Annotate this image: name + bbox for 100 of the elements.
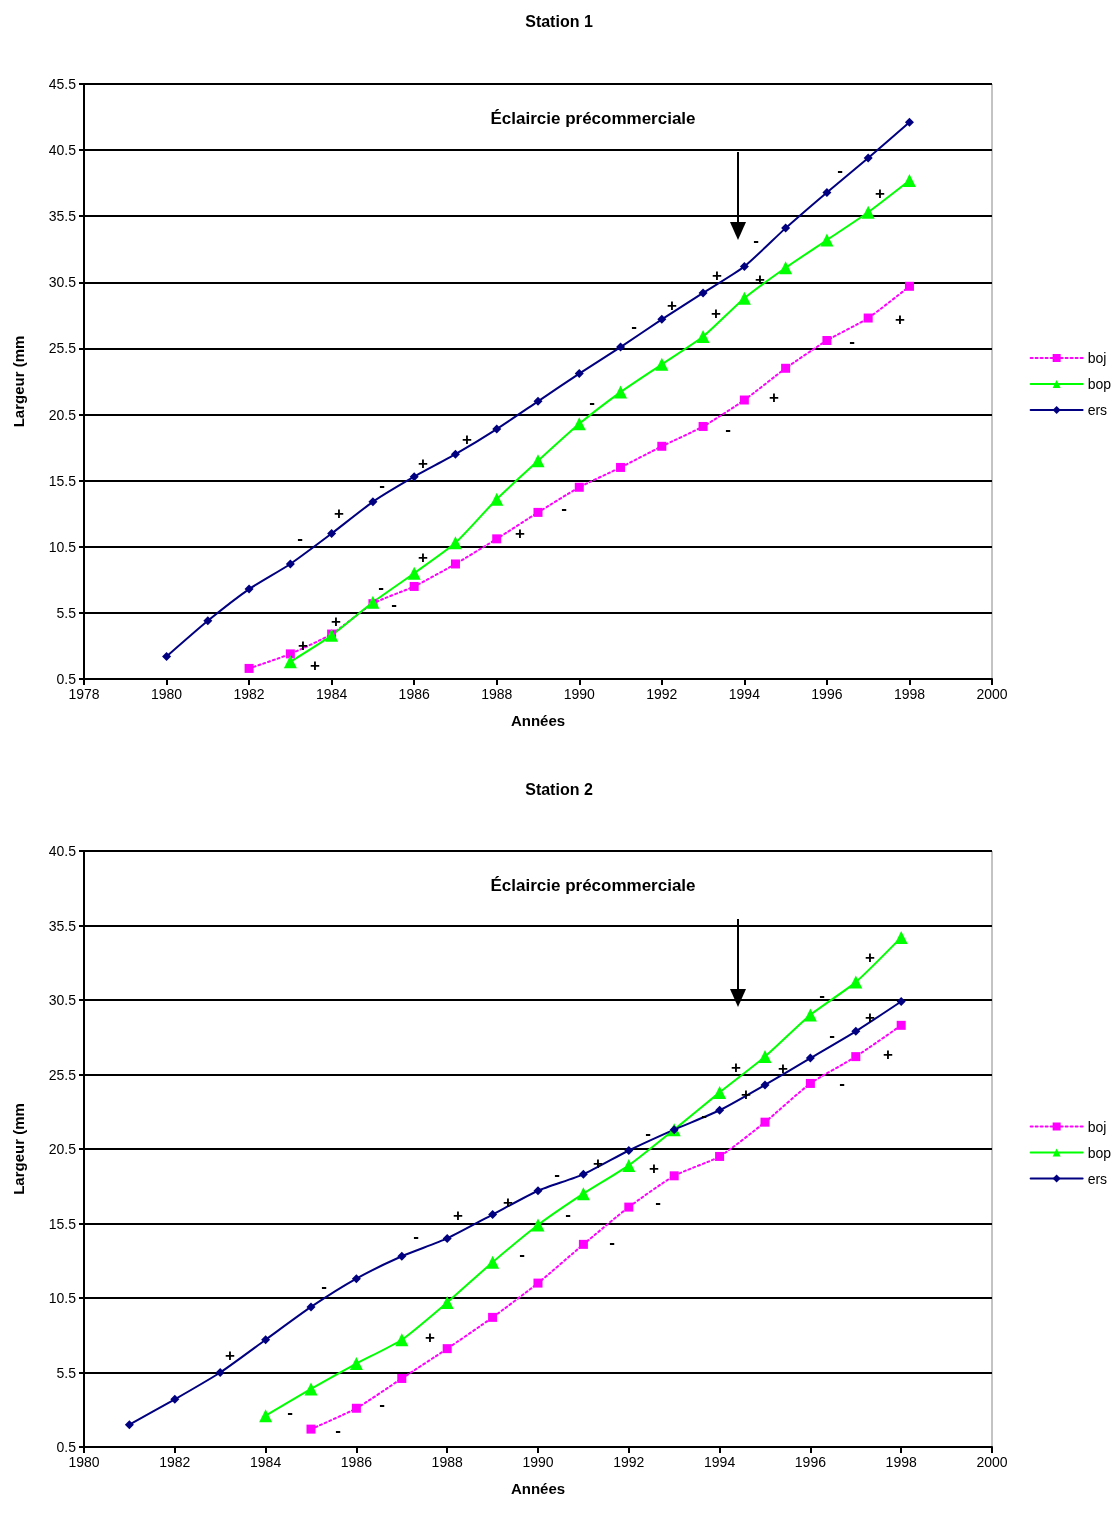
annotation: + bbox=[462, 429, 473, 449]
annotation: - bbox=[335, 1420, 341, 1440]
y-tick-label: 40.5 bbox=[48, 142, 77, 159]
annotation: - bbox=[287, 1402, 293, 1422]
point bbox=[739, 395, 749, 405]
point bbox=[533, 396, 543, 406]
legend-label: bop bbox=[1087, 376, 1112, 392]
point bbox=[803, 1008, 817, 1022]
y-tick-label: 30.5 bbox=[48, 992, 77, 1008]
x-tick-label: 1994 bbox=[728, 686, 761, 702]
annotation: - bbox=[297, 528, 303, 548]
y-tick-label: 25.5 bbox=[48, 340, 77, 357]
point bbox=[492, 534, 502, 544]
point bbox=[715, 1151, 725, 1161]
annotation: - bbox=[554, 1164, 560, 1184]
point bbox=[397, 1373, 407, 1383]
x-tick-label: 1986 bbox=[398, 686, 430, 702]
y-tick-label: 0.5 bbox=[56, 671, 77, 687]
point bbox=[486, 1255, 500, 1269]
point bbox=[624, 1145, 634, 1155]
point bbox=[533, 507, 543, 517]
point bbox=[861, 205, 875, 219]
point bbox=[851, 1052, 861, 1062]
point bbox=[490, 492, 504, 506]
y-axis-title: Largeur (mm bbox=[10, 1103, 27, 1195]
point bbox=[283, 655, 297, 669]
point bbox=[805, 1078, 815, 1088]
point bbox=[657, 314, 667, 324]
point bbox=[578, 1239, 588, 1249]
point bbox=[739, 261, 749, 271]
x-tick-label: 1984 bbox=[250, 1454, 282, 1470]
point bbox=[488, 1312, 498, 1322]
point bbox=[259, 1409, 273, 1423]
point bbox=[349, 1357, 363, 1371]
point bbox=[851, 1026, 861, 1036]
annotation: + bbox=[895, 309, 906, 329]
y-tick-label: 30.5 bbox=[48, 274, 77, 291]
annotation: + bbox=[649, 1158, 660, 1178]
point bbox=[715, 1105, 725, 1115]
point bbox=[737, 291, 751, 305]
annotation: + bbox=[331, 611, 342, 631]
point bbox=[244, 663, 254, 673]
annotation: + bbox=[334, 503, 345, 523]
point bbox=[669, 1171, 679, 1181]
annotation: - bbox=[849, 331, 855, 351]
annotation: - bbox=[701, 1105, 707, 1125]
annotation: + bbox=[731, 1057, 742, 1077]
x-tick-label: 1978 bbox=[68, 686, 100, 702]
annotation: - bbox=[413, 1226, 419, 1246]
point bbox=[624, 1202, 634, 1212]
x-tick-label: 1988 bbox=[481, 686, 513, 702]
y-tick-label: 20.5 bbox=[48, 406, 77, 423]
x-tick-label: 1988 bbox=[431, 1454, 463, 1470]
point bbox=[614, 385, 628, 399]
annotation: - bbox=[609, 1232, 615, 1252]
point bbox=[622, 1158, 636, 1172]
y-tick-label: 35.5 bbox=[48, 917, 77, 934]
point bbox=[758, 1050, 772, 1064]
annotation: - bbox=[378, 577, 384, 597]
y-tick-label: 15.5 bbox=[48, 472, 77, 489]
x-tick-label: 1990 bbox=[563, 686, 596, 702]
annotation: - bbox=[725, 419, 731, 439]
point bbox=[215, 1368, 225, 1377]
x-tick-label: 1998 bbox=[885, 1454, 917, 1470]
point bbox=[450, 559, 460, 569]
annotation: - bbox=[379, 475, 385, 495]
legend-label: ers bbox=[1087, 402, 1108, 418]
point bbox=[863, 153, 873, 163]
y-tick-label: 15.5 bbox=[48, 1215, 77, 1232]
point bbox=[440, 1295, 454, 1309]
legend-label: bop bbox=[1087, 1144, 1112, 1161]
point bbox=[531, 454, 545, 468]
point bbox=[904, 117, 914, 127]
point bbox=[533, 1278, 543, 1288]
point bbox=[306, 1302, 316, 1312]
point bbox=[533, 1186, 543, 1196]
chart-title: Station 1 bbox=[525, 12, 593, 30]
point bbox=[448, 536, 462, 550]
point bbox=[616, 342, 626, 352]
annotation: - bbox=[829, 1025, 835, 1045]
point bbox=[896, 1020, 906, 1030]
y-axis-title: Largeur (mm bbox=[10, 335, 27, 428]
point bbox=[572, 417, 586, 431]
y-tick-label: 10.5 bbox=[48, 1290, 77, 1306]
point bbox=[578, 1169, 588, 1179]
annotation: + bbox=[883, 1044, 894, 1064]
annotation: + bbox=[515, 523, 526, 543]
annotation: + bbox=[418, 547, 429, 567]
annotation: + bbox=[310, 655, 321, 675]
y-tick-label: 20.5 bbox=[48, 1141, 77, 1157]
point bbox=[124, 1420, 134, 1430]
point bbox=[760, 1117, 770, 1127]
annotation: - bbox=[379, 1394, 385, 1414]
y-tick-label: 10.5 bbox=[48, 538, 77, 555]
legend-label: ers bbox=[1087, 1170, 1108, 1187]
point bbox=[779, 261, 793, 275]
annotation: Éclaircie précommerciale bbox=[490, 108, 696, 128]
point bbox=[366, 595, 380, 609]
point bbox=[244, 584, 254, 594]
x-tick-label: 2000 bbox=[976, 1454, 1008, 1470]
